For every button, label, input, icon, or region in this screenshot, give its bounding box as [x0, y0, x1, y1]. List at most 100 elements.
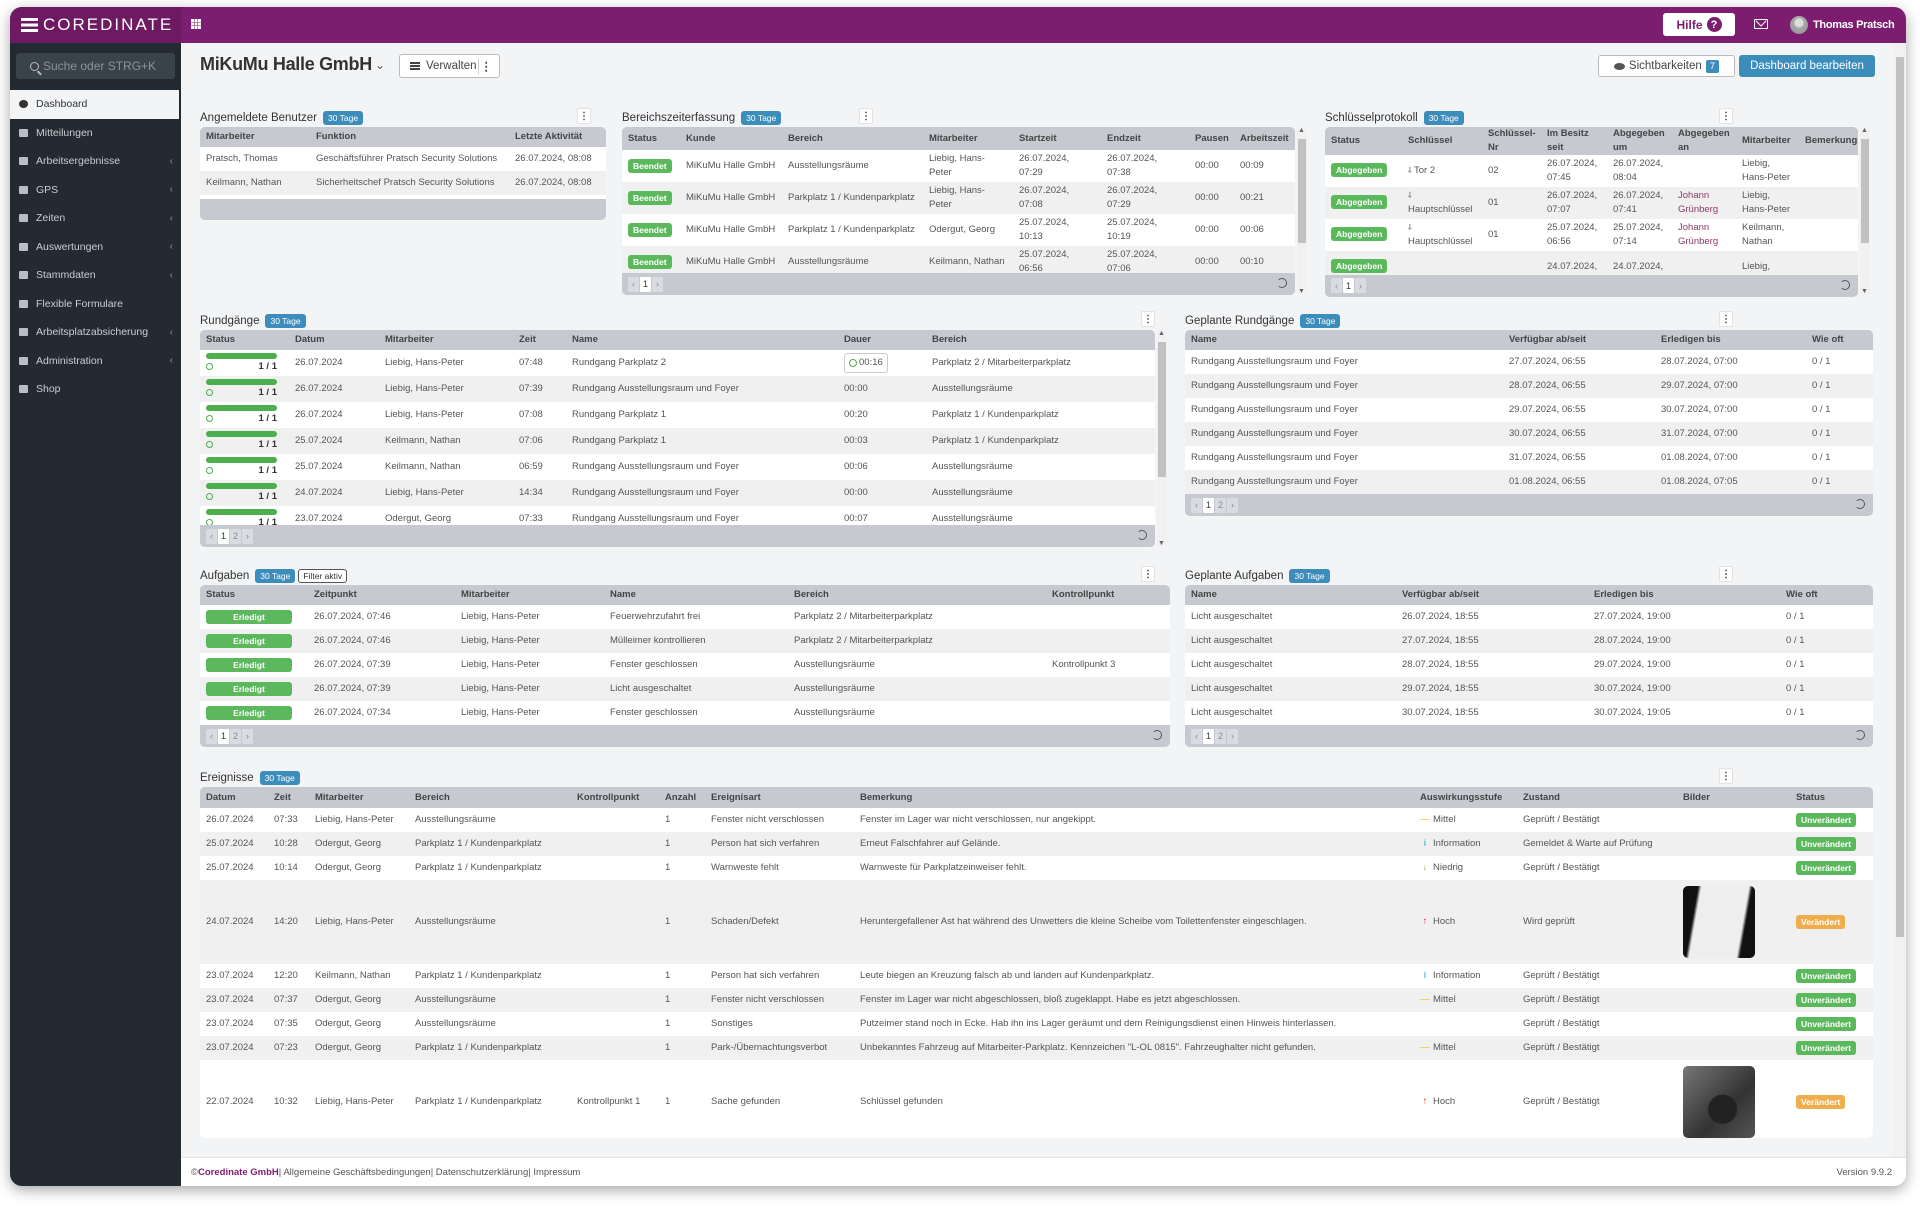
- table-row[interactable]: Abgegeben ⸸ Tor 2 02 26.07.2024, 07:45 26.07…: [1325, 154, 1858, 187]
- chevron-down-icon[interactable]: ⌄: [375, 58, 386, 72]
- table-row[interactable]: Abgegeben ⸸ Hauptschlüssel 01 25.07.2024, 0…: [1325, 218, 1858, 251]
- filter-badge[interactable]: Filter aktiv: [298, 569, 348, 583]
- pager-page[interactable]: 1: [1203, 728, 1215, 744]
- sidebar-item-mitteilungen[interactable]: Mitteilungen: [10, 119, 181, 148]
- column-header[interactable]: Mitarbeiter: [379, 330, 513, 350]
- pager-next[interactable]: ›: [1355, 278, 1367, 294]
- column-header[interactable]: Im Besitz seit: [1541, 127, 1607, 155]
- table-row[interactable]: 23.07.2024 07:23 Odergut, Georg Parkplatz 1…: [200, 1036, 1873, 1060]
- refresh-icon[interactable]: [1855, 499, 1865, 509]
- user-name[interactable]: Thomas Pratsch: [1813, 19, 1895, 31]
- column-header[interactable]: Pausen: [1189, 127, 1234, 150]
- search-input[interactable]: Suche oder STRG+K: [16, 53, 175, 79]
- scroll-down-icon[interactable]: ▼: [1158, 540, 1165, 547]
- manage-button[interactable]: Verwalten ⋮: [399, 54, 500, 78]
- column-header[interactable]: Mitarbeiter: [455, 585, 604, 605]
- visibility-button[interactable]: Sichtbarkeiten 7: [1598, 55, 1735, 77]
- table-row[interactable]: Beendet MiKuMu Halle GmbH Parkplatz 1 / Ku…: [622, 182, 1295, 214]
- table-row[interactable]: 1 / 1 26.07.2024 Liebig, Hans-Peter 07:39 Ru…: [200, 376, 1155, 402]
- pager-prev[interactable]: ‹: [1331, 278, 1342, 294]
- pager-page[interactable]: 1: [218, 528, 230, 544]
- column-header[interactable]: Status: [622, 127, 680, 150]
- table-row[interactable]: 26.07.2024 07:33 Liebig, Hans-Peter Ausstel…: [200, 808, 1873, 832]
- kebab-icon[interactable]: ⋮: [480, 61, 493, 73]
- help-button[interactable]: Hilfe?: [1663, 13, 1735, 36]
- scrollbar-thumb[interactable]: [1298, 139, 1306, 244]
- panel-menu-button[interactable]: ⋮: [1141, 566, 1155, 582]
- table-row[interactable]: Erledigt 26.07.2024, 07:34 Liebig, Hans-Pe…: [200, 701, 1170, 725]
- table-row[interactable]: 25.07.2024 10:14 Odergut, Georg Parkplatz 1…: [200, 856, 1873, 880]
- keys-photo[interactable]: [1683, 1066, 1755, 1138]
- page-scrollbar[interactable]: [1894, 43, 1906, 1157]
- logo[interactable]: COREDINATE: [10, 7, 181, 43]
- column-header[interactable]: Zeit: [513, 330, 566, 350]
- column-header[interactable]: Abgegeben an: [1672, 127, 1736, 155]
- refresh-icon[interactable]: [1277, 278, 1287, 288]
- table-row[interactable]: Licht ausgeschaltet 30.07.2024, 18:55 30.0…: [1185, 701, 1873, 725]
- column-header[interactable]: Status: [200, 330, 289, 350]
- pager-page[interactable]: 1: [218, 728, 230, 744]
- table-row[interactable]: Licht ausgeschaltet 29.07.2024, 18:55 30.0…: [1185, 677, 1873, 701]
- table-row[interactable]: Rundgang Ausstellungsraum und Foyer 31.07…: [1185, 446, 1873, 470]
- column-header[interactable]: Bereich: [409, 787, 571, 808]
- column-header[interactable]: Schlüssel: [1402, 127, 1482, 155]
- pager-page[interactable]: 2: [230, 728, 242, 744]
- table-row[interactable]: Abgegeben 24.07.2024, 24.07.2024, Liebig,: [1325, 250, 1858, 275]
- panel-menu-button[interactable]: ⋮: [577, 108, 591, 124]
- mail-icon[interactable]: [1754, 19, 1768, 29]
- column-header[interactable]: Erledigen bis: [1655, 330, 1806, 350]
- sidebar-item-zeiten[interactable]: Zeiten ‹: [10, 204, 181, 233]
- table-row[interactable]: Rundgang Ausstellungsraum und Foyer 27.07…: [1185, 350, 1873, 374]
- column-header[interactable]: Kontrollpunkt: [1046, 585, 1170, 605]
- column-header[interactable]: Abgegeben um: [1607, 127, 1672, 155]
- broken-window-photo[interactable]: [1683, 886, 1755, 958]
- column-header[interactable]: Schlüssel-Nr: [1482, 127, 1541, 155]
- column-header[interactable]: Arbeitszeit: [1234, 127, 1295, 150]
- pager-prev[interactable]: ‹: [206, 728, 217, 744]
- table-row[interactable]: Beendet MiKuMu Halle GmbH Ausstellungsräum…: [622, 150, 1295, 182]
- refresh-icon[interactable]: [1840, 279, 1850, 290]
- scroll-up-icon[interactable]: ▲: [1861, 127, 1868, 134]
- table-row[interactable]: Erledigt 26.07.2024, 07:39 Liebig, Hans-Pe…: [200, 677, 1170, 701]
- table-row[interactable]: 24.07.2024 14:20 Liebig, Hans-Peter Ausstel…: [200, 880, 1873, 964]
- pager-next[interactable]: ›: [1227, 728, 1239, 744]
- column-header[interactable]: Zustand: [1517, 787, 1677, 808]
- column-header[interactable]: Datum: [289, 330, 379, 350]
- column-header[interactable]: Bereich: [788, 585, 1046, 605]
- scroll-down-icon[interactable]: ▼: [1298, 288, 1305, 295]
- table-row[interactable]: Rundgang Ausstellungsraum und Foyer 01.08…: [1185, 470, 1873, 494]
- column-header[interactable]: Bereich: [782, 127, 923, 150]
- table-row[interactable]: 1 / 1 26.07.2024 Liebig, Hans-Peter 07:48 Ru…: [200, 350, 1155, 376]
- scrollbar-thumb[interactable]: [1158, 342, 1166, 477]
- table-row[interactable]: Erledigt 26.07.2024, 07:46 Liebig, Hans-Pe…: [200, 605, 1170, 629]
- scroll-down-icon[interactable]: ▼: [1861, 288, 1868, 295]
- panel-menu-button[interactable]: ⋮: [1719, 566, 1733, 582]
- pager-page[interactable]: 1: [1343, 278, 1355, 294]
- table-row[interactable]: Beendet MiKuMu Halle GmbH Ausstellungsräum…: [622, 246, 1295, 273]
- sidebar-item-stammdaten[interactable]: Stammdaten ‹: [10, 261, 181, 290]
- scrollbar-thumb[interactable]: [1861, 139, 1869, 244]
- table-row[interactable]: 1 / 1 23.07.2024 Odergut, Georg 07:33 Rundga…: [200, 506, 1155, 525]
- pager-prev[interactable]: ‹: [206, 528, 217, 544]
- column-header[interactable]: Datum: [200, 787, 268, 808]
- scroll-up-icon[interactable]: ▲: [1298, 127, 1305, 134]
- pager-prev[interactable]: ‹: [628, 276, 639, 292]
- pager-next[interactable]: ›: [242, 528, 254, 544]
- table-row[interactable]: Pratsch, Thomas Geschäftsführer Pratsch S…: [200, 147, 606, 171]
- table-row[interactable]: 23.07.2024 07:37 Odergut, Georg Ausstellung…: [200, 988, 1873, 1012]
- pager-next[interactable]: ›: [652, 276, 664, 292]
- table-row[interactable]: Rundgang Ausstellungsraum und Foyer 28.07…: [1185, 374, 1873, 398]
- scrollbar-thumb[interactable]: [1896, 57, 1904, 937]
- column-header[interactable]: Anzahl: [659, 787, 705, 808]
- refresh-icon[interactable]: [1152, 730, 1162, 740]
- table-row[interactable]: Beendet MiKuMu Halle GmbH Parkplatz 1 / Ku…: [622, 214, 1295, 246]
- refresh-icon[interactable]: [1855, 730, 1865, 740]
- table-row[interactable]: 1 / 1 25.07.2024 Keilmann, Nathan 06:59 Rund…: [200, 454, 1155, 480]
- column-header[interactable]: Status: [1325, 127, 1402, 155]
- imprint-link[interactable]: | Impressum: [528, 1166, 581, 1178]
- table-row[interactable]: 1 / 1 25.07.2024 Keilmann, Nathan 07:06 Rund…: [200, 428, 1155, 454]
- column-header[interactable]: Mitarbeiter: [200, 127, 310, 147]
- sidebar-item-arbeitsplatzabsicherung[interactable]: Arbeitsplatzabsicherung ‹: [10, 318, 181, 347]
- pager-page[interactable]: 1: [1203, 497, 1215, 513]
- table-row[interactable]: 25.07.2024 10:28 Odergut, Georg Parkplatz 1…: [200, 832, 1873, 856]
